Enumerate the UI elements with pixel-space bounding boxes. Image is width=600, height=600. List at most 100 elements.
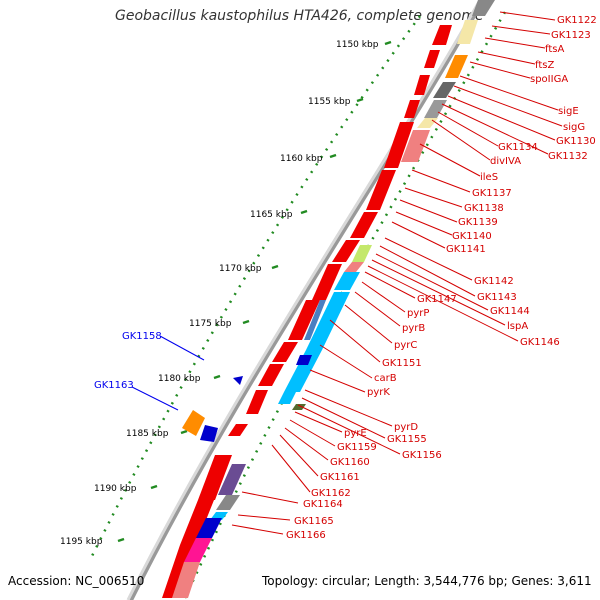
gene-label[interactable]: GK1142 <box>474 276 514 287</box>
gene-label[interactable]: sigG <box>563 122 585 133</box>
gene-label[interactable]: GK1123 <box>551 30 591 41</box>
kbp-tick <box>180 429 188 435</box>
gene-label[interactable]: spoIIGA <box>530 74 568 85</box>
gene-arrow[interactable] <box>233 376 243 385</box>
genome-title: Geobacillus kaustophilus HTA426, complet… <box>115 8 484 24</box>
gene-label[interactable]: carB <box>374 373 397 384</box>
kbp-tick <box>271 264 279 270</box>
gene-block[interactable] <box>172 562 200 598</box>
kbp-label: 1185 kbp <box>126 429 169 439</box>
gene-block[interactable] <box>445 55 468 78</box>
gene-block[interactable] <box>401 130 430 162</box>
gene-block[interactable] <box>184 538 212 562</box>
gene-arrow[interactable] <box>312 264 342 300</box>
gene-label[interactable]: pyrE <box>344 428 367 439</box>
gene-label[interactable]: GK1140 <box>452 231 492 242</box>
kbp-label: 1155 kbp <box>308 97 351 107</box>
gene-label[interactable]: GK1144 <box>490 306 530 317</box>
gene-label[interactable]: ftsA <box>545 44 564 55</box>
gene-label[interactable]: GK1137 <box>472 188 512 199</box>
gene-label[interactable]: GK1160 <box>330 457 370 468</box>
gene-label[interactable]: GK1134 <box>498 142 538 153</box>
kbp-label: 1180 kbp <box>158 374 201 384</box>
gene-arrow[interactable] <box>228 424 248 436</box>
gene-label[interactable]: pyrP <box>407 308 429 319</box>
kbp-tick <box>117 537 125 543</box>
gene-arrow[interactable] <box>366 170 396 210</box>
gene-labels-right: GK1122 GK1123 ftsA ftsZ spoIIGA sigE sig… <box>286 15 597 541</box>
gene-block[interactable] <box>182 410 205 436</box>
kbp-label: 1165 kbp <box>250 210 293 220</box>
gene-block[interactable] <box>472 0 495 16</box>
gene-arrow[interactable] <box>332 240 360 262</box>
gene-label[interactable]: GK1155 <box>387 434 427 445</box>
gene-label[interactable]: GK1146 <box>520 337 560 348</box>
gene-block[interactable] <box>200 425 218 442</box>
gene-arrow[interactable] <box>384 122 414 168</box>
gene-block[interactable] <box>196 518 222 538</box>
gene-arrow[interactable] <box>258 364 284 386</box>
gene-label[interactable]: GK1162 <box>311 488 351 499</box>
gene-arrow[interactable] <box>404 100 420 118</box>
gene-label[interactable]: pyrK <box>367 387 390 398</box>
gene-label[interactable]: GK1143 <box>477 292 517 303</box>
gene-label[interactable]: ileS <box>480 172 498 183</box>
kbp-tick <box>242 319 250 325</box>
gene-arrow[interactable] <box>424 50 440 68</box>
gene-label[interactable]: divIVA <box>490 156 521 167</box>
gene-label[interactable]: GK1164 <box>303 499 343 510</box>
gene-arrow[interactable] <box>180 500 214 545</box>
gene-arrow[interactable] <box>432 25 452 45</box>
gene-arrow[interactable] <box>350 212 378 238</box>
gene-arrow[interactable] <box>288 300 320 340</box>
gene-block[interactable] <box>424 100 447 118</box>
gene-block[interactable] <box>457 20 478 44</box>
gene-label[interactable]: GK1130 <box>556 136 596 147</box>
gene-block[interactable] <box>334 272 360 290</box>
gene-block[interactable] <box>304 300 326 340</box>
gene-label[interactable]: GK1139 <box>458 217 498 228</box>
gene-label[interactable]: GK1166 <box>286 530 326 541</box>
gene-arrow[interactable] <box>414 75 430 95</box>
gene-label[interactable]: GK1165 <box>294 516 334 527</box>
kbp-tick <box>213 374 221 380</box>
gene-label[interactable]: GK1132 <box>548 151 588 162</box>
gene-label[interactable]: GK1141 <box>446 244 486 255</box>
gene-label[interactable]: GK1122 <box>557 15 597 26</box>
gene-label[interactable]: GK1138 <box>464 203 504 214</box>
gene-block[interactable] <box>216 495 240 510</box>
gene-label[interactable]: pyrB <box>402 323 425 334</box>
kbp-label: 1150 kbp <box>336 40 379 50</box>
gene-block[interactable] <box>417 118 438 128</box>
gene-label[interactable]: pyrD <box>394 422 418 433</box>
gene-block[interactable] <box>284 350 322 392</box>
topology-text: Topology: circular; Length: 3,544,776 bp… <box>262 574 592 588</box>
gene-block[interactable] <box>278 392 296 404</box>
kbp-tick <box>300 209 308 215</box>
gene-arrow[interactable] <box>272 342 298 362</box>
gene-block[interactable] <box>292 404 306 410</box>
gene-label[interactable]: GK1151 <box>382 358 422 369</box>
gene-label[interactable]: GK1147 <box>417 294 457 305</box>
gene-block[interactable] <box>433 82 456 98</box>
kbp-label: 1190 kbp <box>94 484 137 494</box>
gene-label[interactable]: GK1156 <box>402 450 442 461</box>
gene-block[interactable] <box>296 355 312 365</box>
gene-block[interactable] <box>344 262 364 272</box>
gene-label[interactable]: GK1161 <box>320 472 360 483</box>
gene-label[interactable]: lspA <box>507 321 528 332</box>
gene-arrow[interactable] <box>198 455 232 500</box>
gene-label[interactable]: ftsZ <box>535 60 554 71</box>
gene-label[interactable]: GK1159 <box>337 442 377 453</box>
gene-arrow[interactable] <box>246 390 268 414</box>
gene-label[interactable]: GK1163 <box>94 380 134 391</box>
gene-block[interactable] <box>306 292 350 350</box>
kbp-label: 1175 kbp <box>189 319 232 329</box>
kbp-tick <box>356 97 364 103</box>
gene-block[interactable] <box>218 464 246 495</box>
backbone <box>126 0 482 600</box>
gene-block[interactable] <box>352 245 372 262</box>
gene-label[interactable]: GK1158 <box>122 331 162 342</box>
gene-label[interactable]: sigE <box>558 106 579 117</box>
gene-label[interactable]: pyrC <box>394 340 417 351</box>
